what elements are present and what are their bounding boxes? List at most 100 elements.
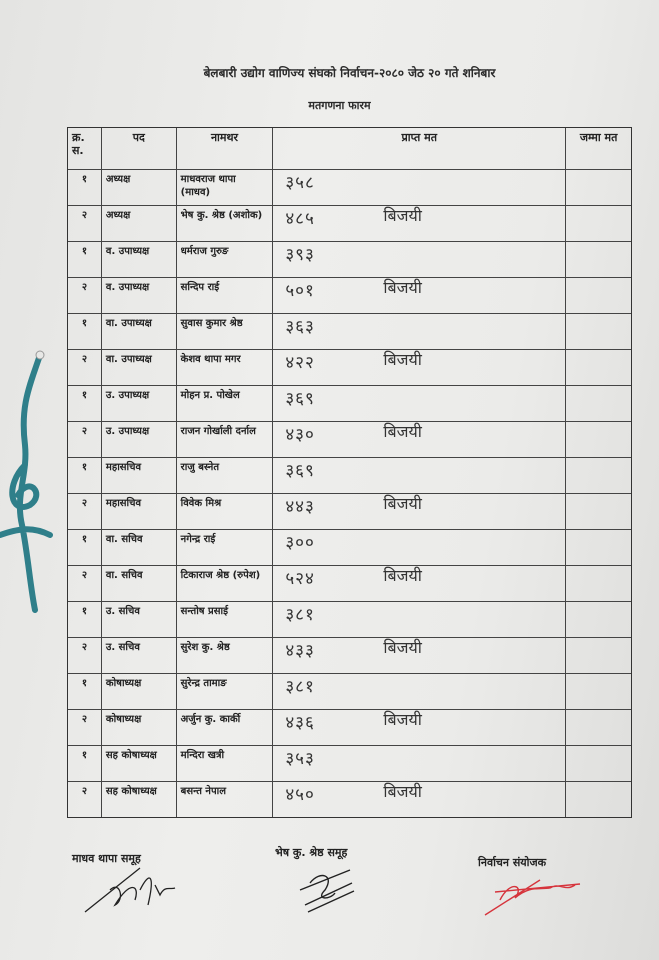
table-row: २ व. उपाध्यक्ष सन्दिप राई ५०१ बिजयी [68, 277, 631, 313]
col-name: नामथर [175, 128, 273, 169]
vote-count: ३६३ [285, 317, 315, 337]
cell-votes: ४२२ बिजयी [272, 350, 565, 385]
cell-name: सुरेश कु. श्रेष्ठ [175, 638, 273, 673]
table-row: २ वा. उपाध्यक्ष केशव थापा मगर ४२२ बिजयी [68, 349, 631, 385]
cell-post: सह कोषाध्यक्ष [100, 782, 176, 817]
vote-count: ४३० [285, 425, 315, 445]
cell-votes: ५२४ बिजयी [272, 566, 565, 601]
cell-votes: ३६३ [272, 314, 565, 349]
cell-name: बसन्त नेपाल [175, 782, 273, 817]
cell-votes: ४५० बिजयी [272, 782, 565, 817]
cell-votes: ३५८ [272, 170, 565, 205]
table-row: २ सह कोषाध्यक्ष बसन्त नेपाल ४५० बिजयी [68, 781, 631, 817]
result-winner: बिजयी [383, 350, 422, 369]
cell-votes: ३६९ [272, 386, 565, 421]
cell-name: राजन गोर्खाली दर्नाल [175, 422, 273, 457]
cell-total [565, 638, 631, 673]
cell-votes: ३६९ [272, 458, 565, 493]
result-winner: बिजयी [383, 782, 422, 801]
document-title: बेलबारी उद्योग वाणिज्य संघको निर्वाचन-२०… [203, 66, 496, 80]
vote-count: ३६९ [285, 389, 315, 409]
cell-votes: ४३३ बिजयी [272, 638, 565, 673]
cell-votes: ३८१ [272, 674, 565, 709]
signature-right-image [484, 879, 581, 916]
cell-total [565, 350, 631, 385]
vote-count: ३८१ [285, 605, 315, 625]
cell-name: अर्जुन कु. कार्की [175, 710, 273, 745]
table-header: क्र. स. पद नामथर प्राप्त मत जम्मा मत [68, 128, 631, 169]
cell-votes: ३९३ [272, 242, 565, 277]
cell-total [565, 602, 631, 637]
vote-count: ४८५ [285, 209, 315, 229]
cell-votes: ३०० [272, 530, 565, 565]
cell-votes: ४३० बिजयी [272, 422, 565, 457]
table-row: १ अध्यक्ष माधवराज थापा (माधव) ३५८ [68, 169, 631, 205]
cell-votes: ४३६ बिजयी [272, 710, 565, 745]
cell-post: व. उपाध्यक्ष [100, 242, 176, 277]
cell-post: व. उपाध्यक्ष [100, 278, 176, 313]
cell-name: केशव थापा मगर [175, 350, 273, 385]
cell-sn: २ [81, 426, 88, 437]
cell-post: सह कोषाध्यक्ष [100, 746, 176, 781]
cell-name: धर्मराज गुरुङ [175, 242, 273, 277]
result-winner: बिजयी [383, 638, 422, 657]
table-row: २ अध्यक्ष भेष कु. श्रेष्ठ (अशोक) ४८५ बिजय… [68, 205, 631, 241]
cell-sn: १ [81, 318, 88, 329]
result-winner: बिजयी [383, 278, 422, 297]
table-row: २ उ. सचिव सुरेश कु. श्रेष्ठ ४३३ बिजयी [68, 637, 631, 673]
cell-name: सुरेन्द्र तामाङ [175, 674, 273, 709]
vote-count: ३६९ [285, 461, 315, 481]
cell-name: सन्दिप राई [175, 278, 273, 313]
cell-name: टिकाराज श्रेष्ठ (रुपेश) [175, 566, 273, 601]
cell-name: राजु बस्नेत [175, 458, 273, 493]
cell-post: अध्यक्ष [100, 170, 176, 205]
cell-name: मोहन प्र. पोखेल [175, 386, 273, 421]
cell-sn: १ [81, 606, 88, 617]
cell-votes: ४८५ बिजयी [272, 206, 565, 241]
cell-post: उ. सचिव [100, 602, 176, 637]
col-post: पद [100, 128, 176, 169]
cell-total [565, 566, 631, 601]
signature-left-image [84, 867, 176, 913]
col-sn: क्र. स. [72, 131, 85, 157]
cell-sn: १ [81, 174, 88, 185]
cell-total [565, 242, 631, 277]
col-total: जम्मा मत [565, 128, 631, 169]
cell-total [565, 458, 631, 493]
cell-post: महासचिव [100, 494, 176, 529]
vote-count: ४३३ [285, 641, 315, 661]
table-row: १ उ. सचिव सन्तोष प्रसाई ३८१ [68, 601, 631, 637]
table-row: १ उ. उपाध्यक्ष मोहन प्र. पोखेल ३६९ [68, 385, 631, 421]
vote-count: ३८१ [285, 677, 315, 697]
table-row: १ वा. सचिव नगेन्द्र राई ३०० [68, 529, 631, 565]
result-winner: बिजयी [383, 422, 422, 441]
binding-string [0, 350, 53, 613]
cell-total [565, 422, 631, 457]
table-row: १ कोषाध्यक्ष सुरेन्द्र तामाङ ३८१ [68, 673, 631, 709]
vote-count: ३५८ [285, 173, 315, 193]
cell-sn: १ [81, 462, 88, 473]
result-winner: बिजयी [383, 566, 422, 585]
signature-label-center: भेष कु. श्रेष्ठ समूह [275, 846, 348, 859]
table-row: १ महासचिव राजु बस्नेत ३६९ [68, 457, 631, 493]
cell-votes: ४४३ बिजयी [272, 494, 565, 529]
cell-total [565, 710, 631, 745]
cell-post: कोषाध्यक्ष [100, 674, 176, 709]
cell-sn: १ [81, 750, 88, 761]
table-row: १ व. उपाध्यक्ष धर्मराज गुरुङ ३९३ [68, 241, 631, 277]
result-winner: बिजयी [383, 206, 422, 225]
cell-total [565, 530, 631, 565]
cell-sn: २ [81, 210, 88, 221]
vote-count: ४२२ [285, 353, 315, 373]
cell-total [565, 170, 631, 205]
cell-total [565, 674, 631, 709]
document-subtitle: मतगणना फारम [308, 99, 371, 112]
cell-total [565, 494, 631, 529]
cell-total [565, 746, 631, 781]
cell-name: नगेन्द्र राई [175, 530, 273, 565]
cell-post: महासचिव [100, 458, 176, 493]
table-row: २ उ. उपाध्यक्ष राजन गोर्खाली दर्नाल ४३० ब… [68, 421, 631, 457]
col-votes: प्राप्त मत [272, 128, 565, 169]
signature-label-right: निर्वाचन संयोजक [478, 856, 547, 869]
cell-sn: १ [81, 678, 88, 689]
